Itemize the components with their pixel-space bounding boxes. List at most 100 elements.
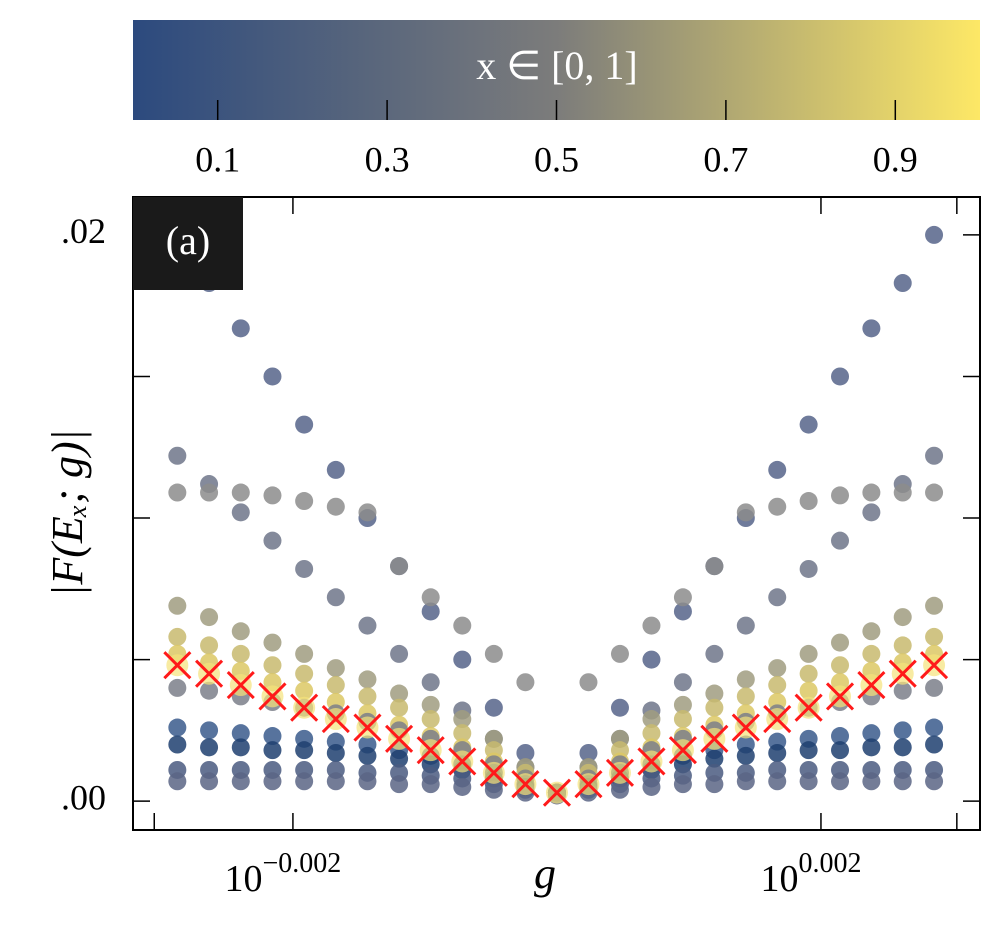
cross-marker bbox=[888, 659, 917, 688]
point bbox=[168, 627, 187, 646]
point bbox=[200, 483, 219, 502]
cross bbox=[794, 693, 823, 722]
point bbox=[231, 319, 250, 338]
cross bbox=[919, 651, 949, 680]
cross bbox=[353, 713, 382, 742]
cross-marker bbox=[668, 736, 697, 765]
point bbox=[168, 483, 187, 502]
point bbox=[295, 559, 314, 578]
point bbox=[893, 681, 912, 700]
cross-marker bbox=[416, 736, 445, 765]
y-axis-label: |F(Eₓ; g)| bbox=[43, 429, 92, 596]
point bbox=[831, 772, 850, 791]
point bbox=[799, 681, 818, 700]
cross-marker bbox=[605, 758, 635, 787]
point bbox=[610, 780, 629, 799]
cross-marker bbox=[163, 651, 192, 680]
point bbox=[263, 727, 282, 746]
point bbox=[358, 687, 377, 706]
point bbox=[263, 772, 282, 791]
point bbox=[799, 492, 818, 511]
cross-marker bbox=[479, 758, 508, 787]
point bbox=[862, 724, 881, 743]
colorbar-tick-label: 0.7 bbox=[703, 139, 748, 179]
cross bbox=[163, 651, 192, 680]
cross-marker bbox=[825, 682, 855, 711]
point bbox=[326, 743, 345, 762]
point bbox=[263, 486, 282, 505]
point bbox=[768, 460, 787, 479]
point bbox=[925, 735, 944, 754]
point bbox=[736, 746, 755, 765]
point bbox=[231, 483, 250, 502]
point bbox=[610, 644, 629, 663]
axes-frame bbox=[132, 196, 981, 831]
point bbox=[326, 460, 345, 479]
point bbox=[168, 446, 187, 465]
point bbox=[326, 497, 345, 516]
point bbox=[390, 775, 409, 794]
point bbox=[642, 724, 661, 743]
point bbox=[326, 659, 345, 678]
x-tick-label: 10−0.002 bbox=[225, 848, 342, 899]
colorbar-tick-label: 0.3 bbox=[365, 139, 410, 179]
cross-marker bbox=[763, 704, 792, 734]
point bbox=[200, 636, 219, 655]
cross-marker bbox=[857, 670, 886, 700]
cross-marker bbox=[794, 693, 823, 722]
point bbox=[326, 772, 345, 791]
point bbox=[200, 681, 219, 700]
point bbox=[358, 772, 377, 791]
colorbar-tick-label: 0.1 bbox=[195, 139, 240, 179]
x-tick-exponent: −0.002 bbox=[263, 848, 342, 879]
x-tick-exponent: 0.002 bbox=[798, 848, 861, 879]
colorbar-label: x ∈ [0, 1] bbox=[476, 43, 637, 88]
cross bbox=[479, 758, 508, 787]
cross-marker bbox=[321, 704, 350, 734]
cross bbox=[763, 704, 792, 734]
point bbox=[831, 486, 850, 505]
point bbox=[893, 738, 912, 757]
point bbox=[705, 557, 724, 576]
point bbox=[295, 664, 314, 683]
cross-marker bbox=[511, 770, 540, 799]
cross-marker bbox=[195, 659, 224, 688]
point bbox=[862, 622, 881, 641]
colorbar-tick-label: 0.9 bbox=[873, 139, 918, 179]
point bbox=[862, 644, 881, 663]
point bbox=[705, 775, 724, 794]
cross bbox=[321, 704, 350, 734]
point bbox=[263, 656, 282, 675]
point bbox=[263, 741, 282, 760]
point bbox=[231, 738, 250, 757]
point bbox=[768, 772, 787, 791]
cross bbox=[290, 693, 319, 722]
cross-marker bbox=[542, 778, 572, 807]
cross bbox=[700, 724, 729, 753]
point bbox=[673, 710, 692, 729]
point bbox=[390, 684, 409, 703]
point bbox=[925, 596, 944, 615]
cross-marker bbox=[731, 713, 760, 742]
point bbox=[736, 772, 755, 791]
cross bbox=[448, 747, 477, 776]
point bbox=[799, 644, 818, 663]
point bbox=[925, 483, 944, 502]
point bbox=[862, 503, 881, 522]
point bbox=[642, 616, 661, 635]
point bbox=[673, 673, 692, 692]
point bbox=[453, 724, 472, 743]
point bbox=[925, 678, 944, 697]
point bbox=[453, 616, 472, 635]
cross bbox=[668, 736, 697, 765]
cross-marker bbox=[574, 770, 603, 799]
cross bbox=[825, 682, 855, 711]
point bbox=[358, 503, 377, 522]
point bbox=[579, 743, 598, 762]
x-tick-base: 10 bbox=[760, 858, 798, 900]
point bbox=[799, 559, 818, 578]
cross-marker bbox=[290, 693, 319, 722]
cross-marker bbox=[448, 747, 477, 776]
point bbox=[736, 687, 755, 706]
